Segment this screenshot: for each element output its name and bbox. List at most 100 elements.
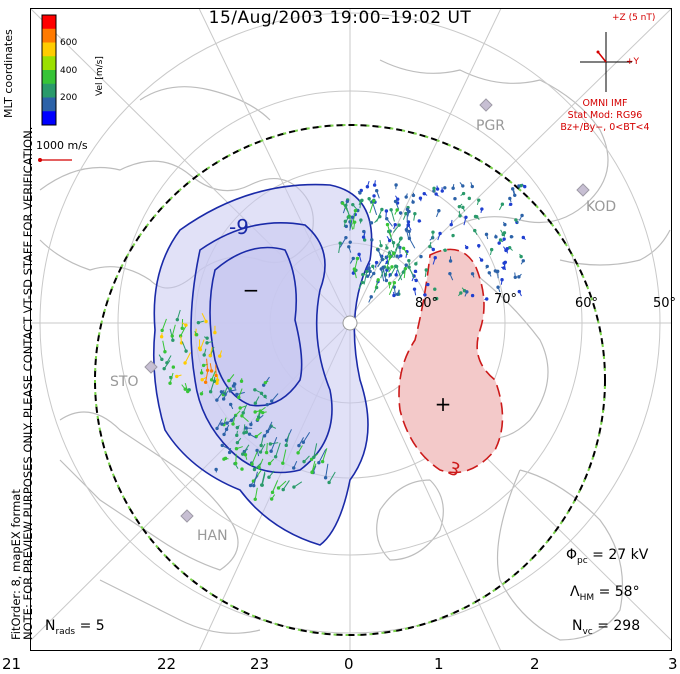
velocity-vector-origin	[263, 394, 267, 399]
velocity-vector-origin	[395, 208, 399, 212]
velocity-vector-origin	[234, 447, 239, 451]
velocity-vector-origin	[233, 382, 237, 386]
velocity-vector-origin	[461, 191, 466, 196]
velocity-vector-origin	[385, 216, 389, 221]
velocity-vector-origin	[401, 270, 406, 274]
velocity-vector-origin	[344, 224, 348, 229]
velocity-vector	[171, 324, 176, 337]
velocity-vector	[369, 200, 375, 214]
velocity-vector-origin	[269, 497, 274, 501]
velocity-vector-origin	[345, 199, 350, 204]
velocity-vector-origin	[461, 184, 465, 188]
velocity-vector-origin	[365, 269, 369, 274]
imf-source: OMNI IMF	[582, 98, 628, 109]
velocity-vector	[251, 451, 258, 465]
hm-boundary	[94, 124, 606, 636]
velocity-vector-origin	[404, 195, 408, 199]
velocity-vector-origin	[199, 392, 204, 396]
velocity-vector-origin	[327, 480, 331, 485]
velocity-vector-origin	[494, 235, 498, 239]
velocity-vector-origin	[370, 238, 374, 242]
velocity-vector	[261, 473, 266, 486]
velocity-vector	[345, 205, 351, 220]
velocity-vector-origin	[485, 264, 489, 269]
velocity-vector-origin	[521, 259, 525, 263]
velocity-vector-origin	[423, 293, 427, 297]
velocity-vector-origin	[479, 258, 484, 262]
velocity-vector-origin	[205, 341, 209, 345]
velocity-vector-origin	[359, 218, 363, 222]
velocity-vector-origin	[385, 246, 389, 250]
velocity-vector-origin	[376, 248, 380, 252]
mlt-tick-2: 2	[530, 655, 540, 673]
mlt-tick-3: 3	[668, 655, 678, 673]
velocity-vector-origin	[465, 245, 469, 250]
velocity-vector-origin	[473, 214, 478, 219]
velocity-vector-origin	[270, 490, 275, 495]
velocity-vector-origin	[459, 291, 463, 295]
colorbar-segment	[42, 28, 56, 43]
velocity-vector-origin	[371, 264, 375, 269]
velocity-vector-origin	[204, 319, 208, 324]
velocity-vector-origin	[360, 280, 365, 285]
velocity-vector-origin	[249, 422, 253, 427]
velocity-vector-origin	[160, 357, 164, 362]
station-pgr: PGR	[476, 118, 506, 134]
velocity-vector	[216, 418, 223, 429]
velocity-vector	[388, 231, 394, 244]
stat-lambda-sub: HM	[579, 592, 595, 603]
velocity-vector-origin	[378, 214, 382, 219]
velocity-vector-origin	[292, 466, 296, 470]
velocity-vector-origin	[393, 222, 397, 227]
velocity-vector-origin	[407, 258, 411, 263]
velocity-vector-origin	[235, 440, 240, 445]
velocity-vector-origin	[241, 452, 245, 456]
velocity-vector	[318, 449, 327, 463]
mlt-tick-1: 1	[434, 655, 444, 673]
velocity-vector-origin	[252, 483, 256, 488]
velocity-vector-origin	[355, 256, 360, 261]
velocity-vector-origin	[517, 275, 521, 279]
velocity-vector	[261, 471, 266, 486]
stat-phi-pc: Φpc = 27 kV	[566, 547, 648, 566]
velocity-vector	[388, 282, 395, 295]
velocity-vector-origin	[448, 259, 453, 263]
velocity-vectors	[158, 180, 527, 501]
velocity-vector-origin	[255, 448, 259, 453]
velocity-vector-origin	[398, 211, 403, 215]
lat-label-70: 70°	[494, 292, 518, 307]
velocity-vector	[285, 433, 290, 446]
stat-nrads-value: = 5	[79, 618, 105, 634]
velocity-vector-origin	[392, 251, 396, 256]
velocity-vector-origin	[523, 184, 527, 189]
stat-nvc-sub: vc	[582, 626, 593, 637]
velocity-vector-origin	[227, 378, 231, 383]
velocity-vector-origin	[398, 237, 403, 241]
velocity-vector-origin	[394, 183, 398, 187]
velocity-vector-origin	[419, 254, 423, 259]
velocity-vector-origin	[428, 244, 432, 249]
stat-nrads-symbol: N	[45, 618, 56, 634]
velocity-vector-origin	[184, 323, 188, 327]
station-markers	[144, 98, 590, 523]
velocity-vector-origin	[350, 215, 355, 219]
velocity-vector-origin	[281, 487, 285, 492]
velocity-vector-origin	[380, 257, 385, 262]
velocity-vector	[322, 448, 328, 462]
velocity-vector-origin	[451, 186, 455, 190]
velocity-vector-origin	[165, 361, 169, 365]
velocity-vector-origin	[393, 199, 398, 204]
velocity-vector	[387, 224, 392, 237]
velocity-vector-origin	[385, 222, 390, 227]
velocity-vector-origin	[258, 450, 263, 454]
colorbar-segment	[42, 42, 56, 57]
velocity-vector	[206, 358, 209, 371]
velocity-vector-origin	[432, 186, 436, 191]
velocity-vector-origin	[200, 378, 204, 382]
velocity-vector-origin	[262, 434, 267, 438]
velocity-vector-origin	[259, 443, 263, 448]
velocity-vector-origin	[457, 204, 462, 209]
velocity-vector-origin	[411, 200, 415, 204]
velocity-vector-origin	[520, 213, 524, 218]
velocity-vector-origin	[519, 254, 523, 259]
